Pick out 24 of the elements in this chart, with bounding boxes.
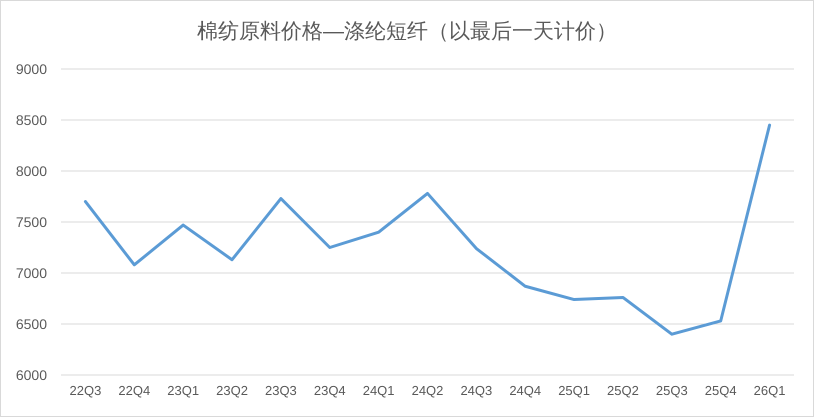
x-tick-label: 25Q3 xyxy=(656,383,688,398)
y-tick-label: 7000 xyxy=(16,265,48,281)
x-tick-label: 22Q4 xyxy=(118,383,150,398)
x-tick-label: 24Q2 xyxy=(412,383,444,398)
x-tick-label: 25Q4 xyxy=(704,383,737,398)
x-tick-label: 23Q1 xyxy=(167,383,200,398)
x-tick-label: 24Q1 xyxy=(362,383,395,398)
x-tick-label: 22Q3 xyxy=(70,383,102,398)
chart-title: 棉纺原料价格—涤纶短纤（以最后一天计价） xyxy=(197,20,617,43)
y-tick-label: 9000 xyxy=(16,61,48,77)
y-tick-label: 6000 xyxy=(16,367,48,383)
x-tick-label: 24Q3 xyxy=(460,383,492,398)
y-tick-label: 7500 xyxy=(16,214,48,230)
y-tick-label: 8000 xyxy=(16,163,48,179)
line-series xyxy=(84,124,772,336)
y-tick-label: 8500 xyxy=(16,112,48,128)
y-tick-label: 6500 xyxy=(16,316,48,332)
x-tick-label: 23Q3 xyxy=(264,383,297,398)
x-tick-label: 23Q4 xyxy=(314,383,346,398)
x-tick-label: 25Q1 xyxy=(558,383,590,398)
x-tick-label: 25Q2 xyxy=(607,383,639,398)
x-tick-label: 23Q2 xyxy=(216,383,248,398)
x-tick-label: 26Q1 xyxy=(754,383,786,398)
x-tick-label: 24Q4 xyxy=(509,383,542,398)
